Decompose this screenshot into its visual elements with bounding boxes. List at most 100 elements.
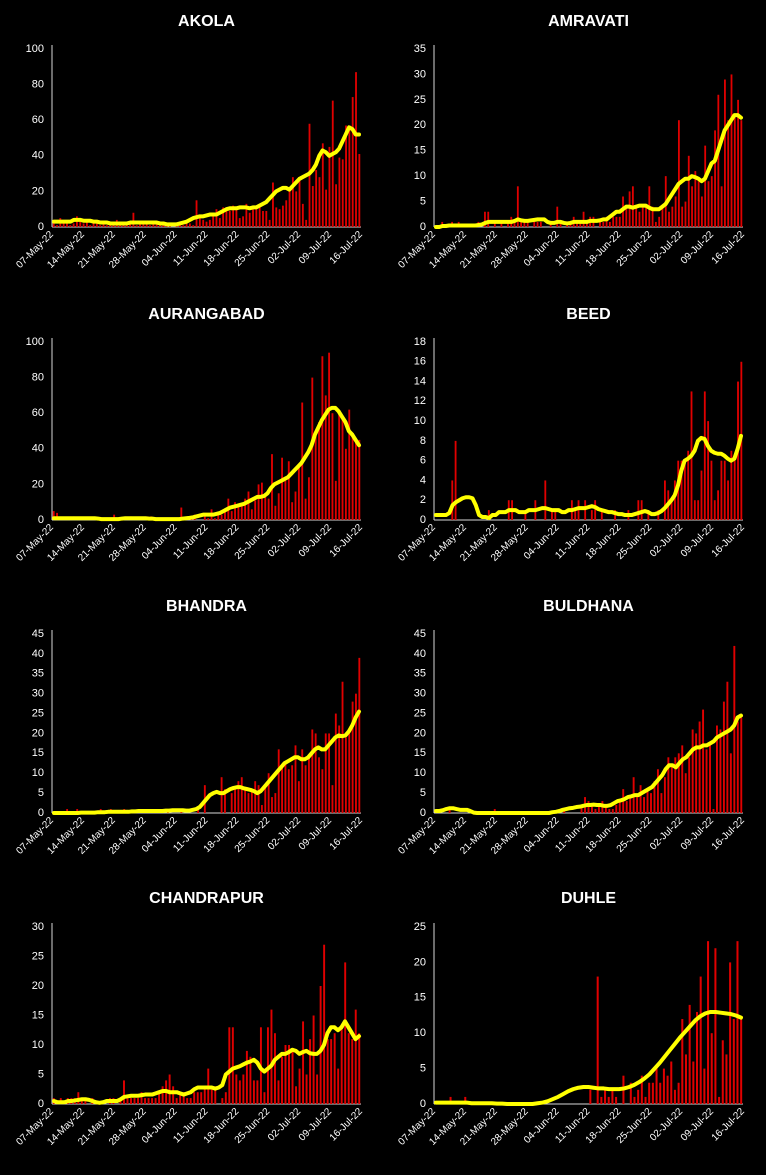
bar [298, 178, 301, 227]
bar [274, 505, 277, 520]
y-tick-label: 30 [32, 688, 44, 700]
bar [208, 219, 211, 227]
bar [234, 789, 236, 813]
bar [726, 681, 729, 813]
bar [536, 221, 539, 227]
bar [237, 505, 240, 520]
bar [137, 1098, 139, 1104]
bar [252, 209, 254, 227]
y-tick-label: 6 [420, 455, 426, 467]
bar [345, 125, 347, 227]
bar [713, 500, 716, 520]
x-tick-label: 16-Jul-22 [710, 522, 748, 560]
y-tick-label: 0 [420, 807, 426, 819]
bar [717, 94, 720, 228]
bar [648, 1082, 651, 1104]
bar [683, 460, 686, 520]
y-tick-label: 100 [26, 336, 44, 348]
bar [295, 1086, 297, 1104]
bar [295, 191, 298, 227]
bar [274, 1033, 276, 1104]
bar [266, 1027, 269, 1104]
y-tick-label: 60 [32, 114, 44, 126]
bar [341, 681, 344, 813]
bar [674, 196, 677, 227]
y-tick-label: 0 [38, 1098, 44, 1110]
bar [294, 745, 297, 813]
bar [335, 184, 337, 227]
bar [288, 189, 291, 227]
bar [523, 221, 526, 227]
bar [618, 216, 621, 227]
chart-bhandra: BHANDRA05101520253035404507-May-2214-May… [14, 598, 365, 857]
bar [454, 440, 457, 520]
bar [95, 223, 98, 227]
bar [688, 757, 691, 813]
bar [591, 805, 593, 813]
bar [487, 510, 490, 520]
bar [302, 1021, 305, 1104]
bar [237, 781, 240, 813]
x-tick-label: 16-Jul-22 [710, 229, 748, 267]
bar [324, 395, 327, 520]
bar [695, 733, 698, 813]
y-tick-label: 2 [420, 494, 426, 506]
bar [699, 976, 702, 1104]
bar [719, 729, 722, 813]
bar [315, 170, 318, 227]
bar [600, 1096, 603, 1104]
bar [597, 805, 600, 813]
bar [663, 777, 666, 813]
chart-title: DUHLE [561, 890, 616, 907]
y-tick-label: 4 [420, 474, 426, 486]
bar [314, 733, 317, 813]
bar [333, 1033, 336, 1104]
bar [556, 206, 559, 227]
bar [608, 809, 611, 813]
trend-line [52, 405, 361, 522]
bar [271, 797, 273, 813]
bar [693, 500, 696, 520]
bar [703, 1068, 706, 1104]
bar [580, 805, 583, 813]
bar [264, 785, 267, 813]
bar [186, 1098, 189, 1104]
y-tick-label: 15 [414, 145, 426, 157]
bar [670, 765, 673, 813]
bar [635, 206, 638, 227]
bar [710, 460, 713, 520]
bar [680, 460, 683, 520]
bar [358, 439, 361, 520]
bar [130, 1098, 132, 1104]
bar [582, 211, 585, 227]
bar [727, 120, 730, 227]
bar [249, 1056, 252, 1104]
bar [210, 1086, 213, 1104]
bar [218, 218, 221, 227]
bar [52, 511, 55, 520]
y-tick-label: 0 [420, 1098, 426, 1110]
bar [656, 769, 659, 813]
bar [147, 1098, 150, 1104]
bar [158, 1092, 161, 1104]
bar [707, 941, 710, 1104]
bar [574, 510, 577, 520]
bar [714, 948, 717, 1104]
bar [668, 211, 670, 227]
bar [274, 793, 277, 813]
bar [576, 221, 578, 227]
y-tick-label: 35 [32, 668, 44, 680]
bar [344, 737, 347, 813]
bar [149, 225, 151, 227]
bar [267, 498, 270, 520]
bar [655, 1068, 658, 1104]
bar [341, 416, 344, 520]
bar [321, 356, 324, 520]
bar [311, 186, 314, 227]
bar [222, 207, 225, 227]
bar [347, 1033, 350, 1104]
bar [611, 1089, 614, 1104]
y-tick-label: 14 [414, 375, 426, 387]
bar [321, 143, 324, 227]
bar [605, 216, 608, 227]
